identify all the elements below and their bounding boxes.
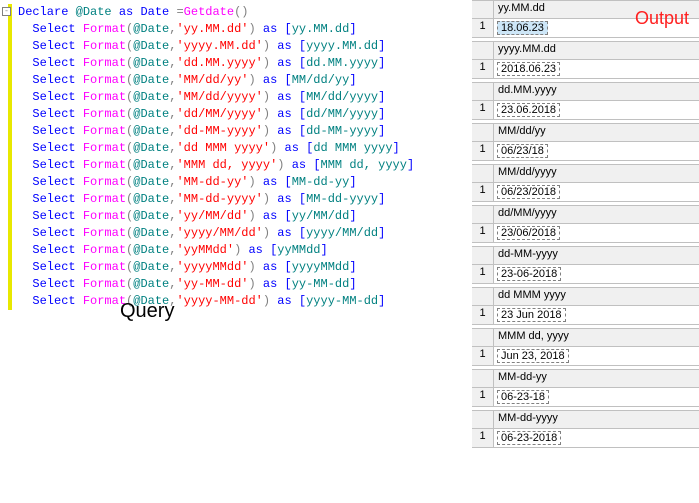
column-header[interactable]: MM-dd-yy <box>494 370 699 388</box>
result-cell[interactable]: 06/23/2018 <box>494 183 699 201</box>
code-line: Select Format(@Date,'yy-MM-dd') as [yy-M… <box>4 276 470 293</box>
column-header[interactable]: yyyy.MM.dd <box>494 42 699 60</box>
code-line: Select Format(@Date,'MM/dd/yy') as [MM/d… <box>4 72 470 89</box>
result-cell[interactable]: 23.06.2018 <box>494 101 699 119</box>
code-line: Select Format(@Date,'dd/MM/yyyy') as [dd… <box>4 106 470 123</box>
result-grid: yyyy.MM.dd12018.06.23 <box>472 41 699 79</box>
column-header[interactable]: dd/MM/yyyy <box>494 206 699 224</box>
column-header[interactable]: MM/dd/yy <box>494 124 699 142</box>
row-number[interactable]: 1 <box>472 429 494 447</box>
result-grid: MM-dd-yy106-23-18 <box>472 369 699 407</box>
row-header-corner <box>472 411 494 429</box>
results-panel: yy.MM.dd118.06.23yyyy.MM.dd12018.06.23dd… <box>472 0 699 451</box>
column-header[interactable]: MM/dd/yyyy <box>494 165 699 183</box>
code-line: Select Format(@Date,'dd.MM.yyyy') as [dd… <box>4 55 470 72</box>
row-header-corner <box>472 288 494 306</box>
code-line: Select Format(@Date,'yyMMdd') as [yyMMdd… <box>4 242 470 259</box>
code-line: Select Format(@Date,'yyyyMMdd') as [yyyy… <box>4 259 470 276</box>
result-grid: MM-dd-yyyy106-23-2018 <box>472 410 699 448</box>
sql-code-panel: -Declare @Date as Date =Getdate() Select… <box>0 0 470 310</box>
row-number[interactable]: 1 <box>472 183 494 201</box>
row-header-corner <box>472 1 494 19</box>
result-grid: MM/dd/yyyy106/23/2018 <box>472 164 699 202</box>
code-line: Select Format(@Date,'MM-dd-yyyy') as [MM… <box>4 191 470 208</box>
code-line: Select Format(@Date,'MM/dd/yyyy') as [MM… <box>4 89 470 106</box>
code-line: Select Format(@Date,'yyyy/MM/dd') as [yy… <box>4 225 470 242</box>
row-header-corner <box>472 83 494 101</box>
column-header[interactable]: dd-MM-yyyy <box>494 247 699 265</box>
query-label: Query <box>120 300 174 323</box>
result-cell[interactable]: 23 Jun 2018 <box>494 306 699 324</box>
row-header-corner <box>472 329 494 347</box>
row-header-corner <box>472 124 494 142</box>
row-header-corner <box>472 42 494 60</box>
row-number[interactable]: 1 <box>472 347 494 365</box>
row-number[interactable]: 1 <box>472 19 494 37</box>
code-line: Select Format(@Date,'yy/MM/dd') as [yy/M… <box>4 208 470 225</box>
column-header[interactable]: dd.MM.yyyy <box>494 83 699 101</box>
result-grid: dd.MM.yyyy123.06.2018 <box>472 82 699 120</box>
row-number[interactable]: 1 <box>472 388 494 406</box>
output-label: Output <box>635 8 689 29</box>
row-header-corner <box>472 206 494 224</box>
code-line: Select Format(@Date,'yyyy-MM-dd') as [yy… <box>4 293 470 310</box>
column-header[interactable]: MM-dd-yyyy <box>494 411 699 429</box>
result-cell[interactable]: 06/23/18 <box>494 142 699 160</box>
result-cell[interactable]: 23-06-2018 <box>494 265 699 283</box>
row-number[interactable]: 1 <box>472 60 494 78</box>
column-header[interactable]: MMM dd, yyyy <box>494 329 699 347</box>
row-header-corner <box>472 370 494 388</box>
result-grid: dd-MM-yyyy123-06-2018 <box>472 246 699 284</box>
row-number[interactable]: 1 <box>472 224 494 242</box>
result-cell[interactable]: 06-23-2018 <box>494 429 699 447</box>
code-line: Select Format(@Date,'yy.MM.dd') as [yy.M… <box>4 21 470 38</box>
result-grid: dd/MM/yyyy123/06/2018 <box>472 205 699 243</box>
row-number[interactable]: 1 <box>472 265 494 283</box>
code-line: Select Format(@Date,'MM-dd-yy') as [MM-d… <box>4 174 470 191</box>
code-line: -Declare @Date as Date =Getdate() <box>4 4 470 21</box>
collapse-icon[interactable]: - <box>2 7 11 16</box>
row-number[interactable]: 1 <box>472 142 494 160</box>
result-grid: dd MMM yyyy123 Jun 2018 <box>472 287 699 325</box>
row-header-corner <box>472 247 494 265</box>
row-number[interactable]: 1 <box>472 306 494 324</box>
code-line: Select Format(@Date,'dd-MM-yyyy') as [dd… <box>4 123 470 140</box>
code-line: Select Format(@Date,'dd MMM yyyy') as [d… <box>4 140 470 157</box>
result-grid: MMM dd, yyyy1Jun 23, 2018 <box>472 328 699 366</box>
row-number[interactable]: 1 <box>472 101 494 119</box>
result-cell[interactable]: Jun 23, 2018 <box>494 347 699 365</box>
result-cell[interactable]: 06-23-18 <box>494 388 699 406</box>
column-header[interactable]: dd MMM yyyy <box>494 288 699 306</box>
result-grid: MM/dd/yy106/23/18 <box>472 123 699 161</box>
code-line: Select Format(@Date,'MMM dd, yyyy') as [… <box>4 157 470 174</box>
result-cell[interactable]: 2018.06.23 <box>494 60 699 78</box>
code-line: Select Format(@Date,'yyyy.MM.dd') as [yy… <box>4 38 470 55</box>
result-cell[interactable]: 23/06/2018 <box>494 224 699 242</box>
row-header-corner <box>472 165 494 183</box>
